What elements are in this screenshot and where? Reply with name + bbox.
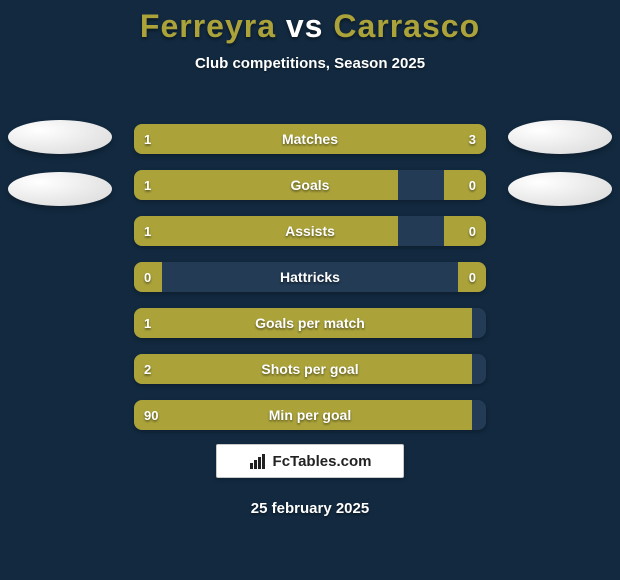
source-logo-text: FcTables.com [273, 453, 372, 470]
stat-bar-left [134, 354, 472, 384]
stat-bar-right [222, 124, 486, 154]
player2-photo [508, 120, 612, 154]
stat-bar-right [444, 216, 486, 246]
bars-ascending-icon [249, 452, 267, 470]
vs-separator: vs [286, 8, 324, 44]
date-label: 25 february 2025 [0, 500, 620, 517]
player2-photo-stack [508, 120, 612, 206]
stat-bar-left [134, 262, 162, 292]
subtitle: Club competitions, Season 2025 [0, 55, 620, 72]
stat-bar-left [134, 400, 472, 430]
comparison-card: Ferreyra vs Carrasco Club competitions, … [0, 0, 620, 580]
stat-row: 2Shots per goal [134, 354, 486, 384]
stat-row: 10Assists [134, 216, 486, 246]
stat-bar-left [134, 308, 472, 338]
player1-name: Ferreyra [140, 8, 276, 44]
page-title: Ferreyra vs Carrasco [0, 8, 620, 45]
stat-row: 10Goals [134, 170, 486, 200]
player1-photo [8, 120, 112, 154]
player2-photo [508, 172, 612, 206]
stat-bar-left [134, 124, 222, 154]
stat-row: 00Hattricks [134, 262, 486, 292]
player1-photo [8, 172, 112, 206]
stat-row: 1Goals per match [134, 308, 486, 338]
stat-bar-right [458, 262, 486, 292]
source-logo[interactable]: FcTables.com [216, 444, 404, 478]
stat-bar-right [444, 170, 486, 200]
stat-label: Hattricks [134, 262, 486, 292]
player1-photo-stack [8, 120, 112, 206]
stat-row: 13Matches [134, 124, 486, 154]
stat-bar-left [134, 170, 398, 200]
stat-row: 90Min per goal [134, 400, 486, 430]
stat-bars: 13Matches 10Goals 10Assists 00Hattricks 1Goa… [134, 124, 486, 430]
stat-bar-left [134, 216, 398, 246]
player2-name: Carrasco [333, 8, 480, 44]
